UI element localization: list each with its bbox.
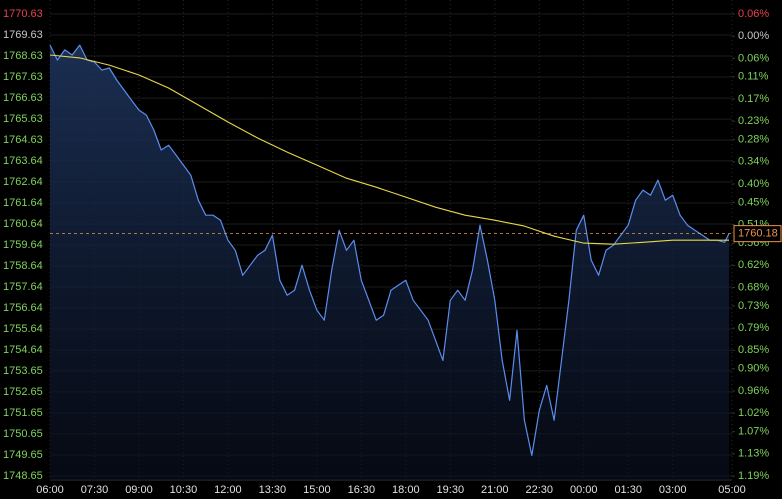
y-tick-label: 1761.64 [3, 197, 43, 209]
x-tick-label: 18:00 [392, 484, 420, 496]
y-tick-label: 1750.65 [3, 428, 43, 440]
x-tick-label: 00:00 [570, 484, 598, 496]
y2-tick-label: 1.13% [738, 448, 769, 460]
y2-tick-label: 0.11% [738, 71, 769, 83]
x-tick-label: 12:00 [214, 484, 242, 496]
x-tick-label: 09:00 [125, 484, 153, 496]
y-tick-label: 1754.64 [3, 344, 43, 356]
y-tick-label: 1769.63 [3, 29, 43, 41]
y-tick-label: 1763.64 [3, 155, 43, 167]
x-tick-label: 01:30 [614, 484, 642, 496]
y2-tick-label: 0.40% [738, 178, 769, 190]
y-tick-label: 1770.63 [3, 8, 43, 20]
y2-tick-label: 0.68% [738, 281, 769, 293]
x-tick-label: 13:30 [259, 484, 287, 496]
y2-tick-label: 0.79% [738, 322, 769, 334]
y2-tick-label: 0.90% [738, 363, 769, 375]
y2-tick-label: 0.73% [738, 300, 769, 312]
current-price-box [733, 225, 782, 243]
x-tick-label: 03:00 [659, 484, 687, 496]
y-tick-label: 1748.65 [3, 470, 43, 482]
y-tick-label: 1765.63 [3, 113, 43, 125]
line [49, 44, 730, 456]
y-tick-label: 1764.63 [3, 134, 43, 146]
y-tick-label: 1752.65 [3, 386, 43, 398]
x-tick-label: 06:00 [36, 484, 64, 496]
y-tick-label: 1758.64 [3, 260, 43, 272]
y-tick-label: 1755.64 [3, 323, 43, 335]
y-tick-label: 1767.63 [3, 71, 43, 83]
area [50, 45, 729, 480]
y2-tick-label: 0.28% [738, 134, 769, 146]
y2-tick-label: 0.00% [738, 30, 769, 42]
y2-tick-label: 0.96% [738, 385, 769, 397]
y-tick-label: 1762.64 [3, 176, 43, 188]
line [49, 54, 729, 245]
y2-tick-label: 0.23% [738, 115, 769, 127]
y-tick-label: 1756.64 [3, 302, 43, 314]
y-tick-label: 1751.65 [3, 407, 43, 419]
x-tick-label: 19:30 [437, 484, 465, 496]
x-tick-label: 21:00 [481, 484, 509, 496]
y2-tick-label: 1.19% [738, 470, 769, 482]
y2-tick-label: 1.07% [738, 426, 769, 438]
x-tick-label: 05:00 [718, 484, 746, 496]
x-tick-label: 07:30 [81, 484, 109, 496]
x-tick-label: 15:00 [303, 484, 331, 496]
y2-tick-label: 0.17% [738, 93, 769, 105]
y2-tick-label: 0.45% [738, 196, 769, 208]
y-tick-label: 1759.64 [3, 239, 43, 251]
y-tick-label: 1760.64 [3, 218, 43, 230]
x-tick-label: 22:30 [525, 484, 553, 496]
y-tick-label: 1757.64 [3, 281, 43, 293]
x-tick-label: 16:30 [348, 484, 376, 496]
y2-tick-label: 0.06% [738, 8, 769, 20]
current-price-label: 1760.18 [738, 228, 778, 240]
x-tick-label: 10:30 [170, 484, 198, 496]
y2-tick-label: 0.85% [738, 344, 769, 356]
y-tick-label: 1753.65 [3, 365, 43, 377]
y2-tick-label: 0.34% [738, 156, 769, 168]
y-tick-label: 1766.63 [3, 92, 43, 104]
y2-tick-label: 0.62% [738, 259, 769, 271]
y2-tick-label: 1.02% [738, 407, 769, 419]
y-tick-label: 1768.63 [3, 50, 43, 62]
y-tick-label: 1749.65 [3, 449, 43, 461]
y2-tick-label: 0.06% [738, 52, 769, 64]
